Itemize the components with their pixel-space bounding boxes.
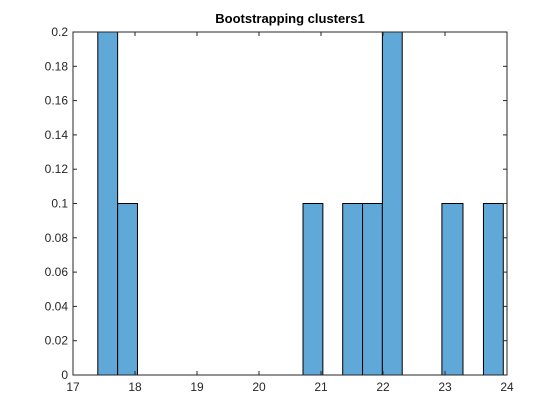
x-tick-label-6: 23: [438, 380, 452, 394]
y-tick-label-0: 0: [61, 368, 68, 382]
histogram-bar-5: [381, 31, 403, 376]
histogram-bar-6: [441, 203, 464, 376]
y-tick-label-1: 0.02: [45, 334, 69, 348]
histogram-bar-3: [342, 203, 364, 376]
bars-group: [97, 31, 504, 376]
histogram-bar-0: [97, 31, 119, 376]
histogram-bar-1: [117, 203, 138, 376]
x-axis: 17 18 19 20 21 22 23 24: [66, 32, 514, 394]
y-tick-label-7: 0.14: [45, 128, 69, 142]
plot-background: [73, 32, 507, 375]
x-tick-label-5: 22: [376, 380, 390, 394]
x-tick-label-0: 17: [66, 380, 80, 394]
x-tick-label-1: 18: [128, 380, 142, 394]
y-tick-label-8: 0.16: [45, 94, 69, 108]
histogram-bar-7: [482, 203, 504, 376]
x-tick-label-7: 24: [500, 380, 514, 394]
x-tick-label-2: 19: [190, 380, 204, 394]
y-tick-label-6: 0.12: [45, 162, 69, 176]
y-tick-label-4: 0.08: [45, 231, 69, 245]
y-tick-label-5: 0.1: [51, 197, 68, 211]
histogram-bar-2: [302, 203, 324, 376]
y-tick-label-2: 0.04: [45, 299, 69, 313]
y-tick-label-3: 0.06: [45, 265, 69, 279]
x-tick-label-3: 20: [252, 380, 266, 394]
y-tick-label-9: 0.18: [45, 59, 69, 73]
chart-title: Bootstrapping clusters1: [215, 11, 365, 26]
y-axis: 0 0.02 0.04 0.06 0.08 0.1 0.12 0.14 0.16 0.18 0.2: [45, 25, 507, 382]
x-tick-label-4: 21: [314, 380, 328, 394]
y-tick-label-10: 0.2: [51, 25, 68, 39]
histogram-bar-4: [362, 203, 383, 376]
